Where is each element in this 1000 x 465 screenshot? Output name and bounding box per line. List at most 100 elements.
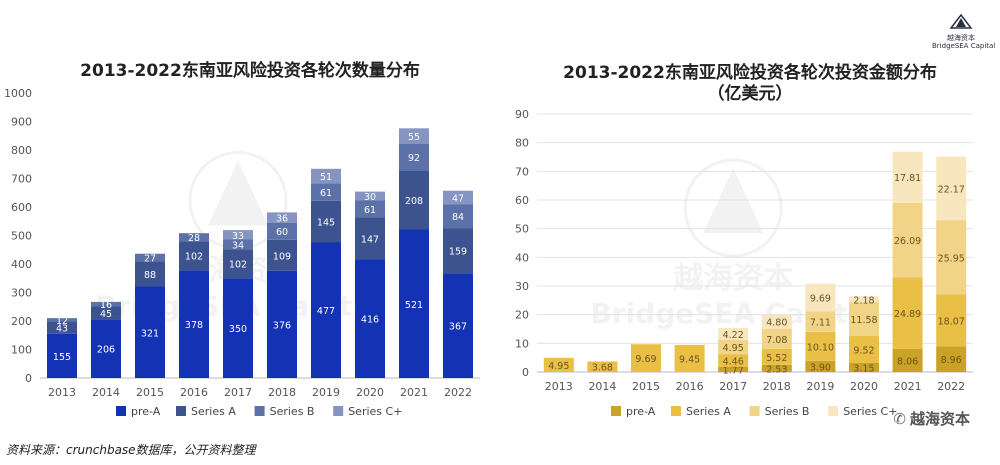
legend-swatch (116, 406, 126, 416)
bar-segment (805, 311, 836, 332)
bar-segment (936, 220, 967, 295)
legend-swatch (828, 406, 839, 416)
y-tick-label: 900 (11, 116, 32, 129)
legend-label: Series A (191, 405, 236, 418)
bar-segment (355, 191, 385, 201)
x-tick-label: 2014 (92, 386, 120, 399)
data-label: 367 (449, 322, 467, 333)
data-label: 102 (229, 260, 247, 271)
y-tick-label: 800 (11, 144, 32, 157)
data-label: 22.17 (938, 184, 965, 195)
data-label: 26.09 (894, 236, 921, 247)
x-tick-label: 2016 (676, 380, 704, 393)
x-tick-label: 2016 (180, 386, 208, 399)
bar-segment (443, 273, 473, 378)
logo-subtext: BridgeSEA Capital (932, 42, 996, 50)
data-label: 25.95 (938, 253, 965, 264)
x-tick-label: 2017 (719, 380, 747, 393)
data-label: 521 (405, 300, 423, 311)
bar-segment (892, 348, 923, 372)
data-label: 416 (361, 315, 379, 326)
data-label: 109 (273, 251, 291, 262)
bar-segment (223, 239, 253, 250)
bar-segment (267, 270, 297, 378)
data-label: 33 (232, 231, 244, 242)
data-label: 155 (53, 352, 71, 363)
data-label: 4.46 (723, 357, 744, 368)
y-tick-label: 700 (11, 173, 32, 186)
data-label: 51 (320, 172, 332, 183)
legend-swatch (176, 406, 186, 416)
data-label: 2.53 (766, 364, 787, 375)
x-tick-label: 2021 (400, 386, 428, 399)
data-label: 36 (276, 214, 288, 225)
bar-segment (805, 283, 836, 312)
source-note: 资料来源：crunchbase数据库，公开资料整理 (6, 443, 256, 457)
x-tick-label: 2021 (894, 380, 922, 393)
data-label: 18.07 (938, 316, 965, 327)
bar-segment (849, 296, 879, 303)
bar-segment (47, 318, 77, 322)
data-label: 350 (229, 324, 247, 335)
data-label: 477 (317, 306, 335, 317)
bar-segment (311, 168, 341, 184)
bar-segment (761, 314, 792, 329)
data-label: 1.77 (723, 365, 744, 376)
data-label: 206 (97, 345, 115, 356)
legend-swatch (611, 406, 621, 416)
data-label: 9.69 (810, 294, 831, 305)
data-label: 24.89 (894, 309, 921, 320)
y-tick-label: 10 (515, 337, 529, 350)
data-label: 27 (144, 254, 156, 265)
data-label: 5.52 (766, 353, 787, 364)
data-label: 92 (408, 153, 420, 164)
data-label: 4.80 (766, 318, 787, 329)
data-label: 28 (188, 233, 200, 244)
legend-label: pre-A (131, 405, 161, 418)
bar-segment (892, 277, 923, 349)
y-tick-label: 70 (515, 165, 529, 178)
data-label: 17.81 (894, 173, 921, 184)
x-tick-label: 2018 (763, 380, 791, 393)
data-label: 147 (361, 234, 379, 245)
data-label: 3.15 (853, 363, 874, 374)
bar-segment (631, 344, 661, 372)
data-label: 3.68 (592, 363, 613, 374)
amount-chart-unit: （亿美元） (707, 84, 793, 104)
bar-segment (267, 222, 297, 240)
wechat-icon: ✆ (893, 410, 906, 428)
bar-segment (135, 286, 165, 378)
bar-segment (443, 204, 473, 229)
data-label: 88 (144, 270, 156, 281)
data-label: 9.52 (853, 345, 874, 356)
bar-segment (892, 151, 923, 203)
bar-segment (91, 306, 121, 320)
data-label: 30 (364, 192, 376, 203)
legend-label: Series C+ (348, 405, 402, 418)
legend-label: Series B (270, 405, 315, 418)
bar-segment (91, 319, 121, 378)
bar-segment (135, 261, 165, 287)
data-label: 4.95 (548, 361, 569, 372)
legend-label: Series A (686, 405, 731, 418)
bar-segment (936, 346, 967, 372)
legend-swatch (254, 406, 265, 416)
bar-segment (936, 156, 967, 221)
bar-segment (761, 364, 792, 372)
bar-segment (355, 217, 385, 260)
bar-segment (47, 333, 77, 378)
data-label: 34 (232, 240, 244, 251)
data-label: 8.96 (941, 355, 962, 366)
bar-segment (179, 233, 209, 242)
x-tick-label: 2019 (806, 380, 834, 393)
data-label: 60 (276, 227, 288, 238)
bar-segment (399, 128, 429, 145)
bar-segment (311, 200, 341, 243)
watermark-circle (683, 158, 783, 258)
amount-chart-title: 2013-2022东南亚风险投资各轮次投资金额分布 (563, 63, 937, 83)
y-tick-label: 60 (515, 194, 529, 207)
data-label: 61 (320, 188, 332, 199)
data-label: 47 (452, 193, 464, 204)
